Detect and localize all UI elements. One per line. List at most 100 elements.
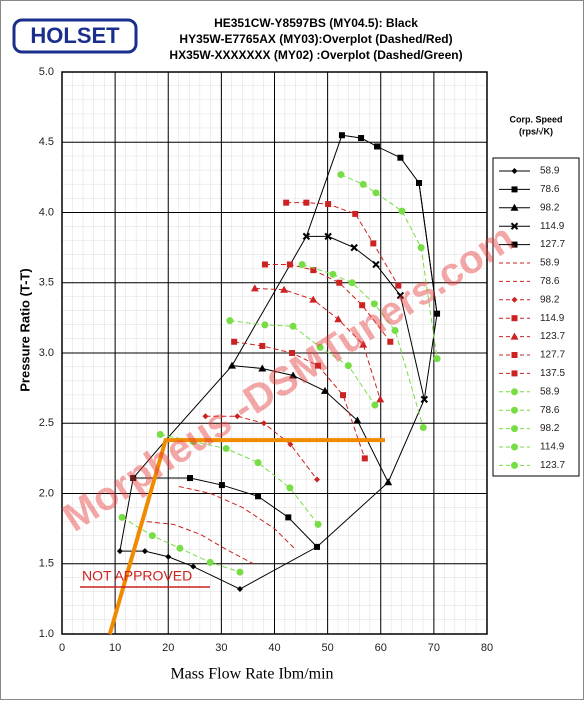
marker <box>391 327 399 335</box>
marker <box>353 416 362 424</box>
x-tick-label: 60 <box>375 642 387 654</box>
marker <box>387 338 394 345</box>
marker <box>359 180 367 188</box>
marker <box>255 493 262 500</box>
legend-label: 127.7 <box>540 350 565 361</box>
marker <box>259 342 266 349</box>
marker <box>176 544 184 552</box>
plot-border <box>61 71 488 635</box>
marker <box>231 338 238 345</box>
legend-title: Corp. Speed <box>509 114 562 124</box>
series-line <box>146 521 254 565</box>
marker <box>324 232 332 241</box>
marker <box>283 199 290 206</box>
y-tick-label: 1.5 <box>39 558 54 570</box>
y-tick-label: 1.0 <box>39 628 54 640</box>
legend-label: 114.9 <box>540 442 565 453</box>
marker <box>334 315 343 323</box>
y-axis-label: Pressure Ratio (T-T) <box>17 268 32 392</box>
marker <box>395 282 402 289</box>
marker <box>371 401 379 409</box>
x-tick-label: 30 <box>215 642 227 654</box>
x-tick-label: 0 <box>59 642 65 654</box>
marker <box>358 135 365 142</box>
marker <box>298 260 306 268</box>
series-line <box>133 477 318 548</box>
marker <box>289 371 298 379</box>
logo: HOLSET <box>30 23 120 48</box>
legend-label: 78.6 <box>540 405 560 416</box>
y-tick-label: 3.5 <box>39 277 54 289</box>
series-line <box>301 264 424 428</box>
marker <box>286 261 293 268</box>
series-line <box>229 320 376 406</box>
y-tick-label: 4.5 <box>39 136 54 148</box>
logo-box <box>12 18 138 54</box>
chart-title: HE351CW-Y8597BS (MY04.5): Black <box>214 16 418 30</box>
x-tick-label: 70 <box>428 642 440 654</box>
plot: 1.0 1.5 2.0 2.5 3.0 3.5 4.0 4.5 5.0 0 10 20 30 40 50 60… <box>39 66 519 654</box>
legend-label: 123.7 <box>540 460 565 471</box>
marker <box>261 321 269 329</box>
legend-label: 98.2 <box>540 294 560 305</box>
marker <box>398 207 406 215</box>
marker <box>314 520 322 528</box>
y-tick-label: 2.5 <box>39 417 54 429</box>
series-line <box>286 202 399 286</box>
marker <box>359 302 366 309</box>
series-line <box>107 438 385 635</box>
marker <box>370 300 378 308</box>
marker <box>361 455 368 462</box>
y-tick-label: 2.0 <box>39 487 54 499</box>
marker <box>417 244 425 252</box>
marker <box>280 285 289 293</box>
marker <box>289 350 296 356</box>
marker <box>372 189 380 197</box>
series-line <box>234 341 366 459</box>
annotation: NOT APPROVED <box>82 568 192 584</box>
marker <box>261 261 268 268</box>
marker <box>325 201 332 208</box>
y-tick-label: 4.0 <box>39 206 54 218</box>
marker <box>289 322 297 330</box>
marker <box>287 441 294 448</box>
marker <box>187 475 194 482</box>
x-tick-label: 50 <box>322 642 334 654</box>
series-line <box>306 235 425 400</box>
chart-title: HX35W-XXXXXXX (MY02) :Overplot (Dashed/G… <box>169 48 462 62</box>
marker <box>336 279 343 286</box>
legend-label: 123.7 <box>540 331 565 342</box>
legend-label: 98.2 <box>540 423 560 434</box>
marker <box>397 154 404 161</box>
chart-title: HY35W-E7765AX (MY03):Overplot (Dashed/Re… <box>179 32 452 46</box>
legend-label: 78.6 <box>540 276 560 287</box>
marker <box>258 364 267 372</box>
legend-label: 58.9 <box>540 258 560 269</box>
marker <box>315 362 322 369</box>
marker <box>148 532 156 540</box>
marker <box>348 279 356 287</box>
marker <box>260 420 267 427</box>
marker <box>396 291 405 300</box>
legend-label: 127.7 <box>540 239 565 250</box>
legend-title: (rps/√K) <box>519 126 553 136</box>
marker <box>320 386 329 394</box>
marker <box>202 413 209 420</box>
legend-label: 114.9 <box>540 313 565 324</box>
series-line <box>231 365 389 483</box>
marker <box>350 243 358 252</box>
legend-label: 98.2 <box>540 202 560 213</box>
marker <box>206 558 214 566</box>
marker <box>254 459 262 467</box>
marker <box>236 568 244 576</box>
x-tick-label: 40 <box>268 642 280 654</box>
series-line <box>178 485 297 551</box>
legend-label: 114.9 <box>540 221 565 232</box>
x-tick-label: 80 <box>481 642 493 654</box>
marker <box>374 143 381 150</box>
legend-box <box>492 157 580 477</box>
marker <box>303 199 310 206</box>
x-axis-label: Mass Flow Rate Ibm/min <box>170 666 333 683</box>
marker <box>310 267 317 274</box>
